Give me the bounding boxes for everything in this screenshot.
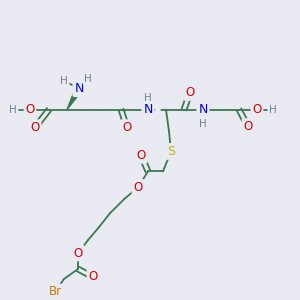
Text: S: S <box>167 145 175 158</box>
Polygon shape <box>67 87 82 110</box>
Text: O: O <box>185 86 195 99</box>
Text: H: H <box>144 93 152 103</box>
Text: H: H <box>199 118 207 128</box>
Text: Br: Br <box>48 285 62 298</box>
Text: O: O <box>252 103 262 116</box>
Text: N: N <box>198 103 208 116</box>
Text: O: O <box>26 103 34 116</box>
Text: O: O <box>88 271 98 284</box>
Text: O: O <box>122 121 132 134</box>
Text: H: H <box>60 76 68 86</box>
Text: N: N <box>74 82 84 95</box>
Text: O: O <box>74 247 82 260</box>
Text: N: N <box>143 103 153 116</box>
Text: H: H <box>84 74 92 84</box>
Text: O: O <box>136 149 146 162</box>
Text: H: H <box>269 105 277 115</box>
Text: H: H <box>9 105 17 115</box>
Text: O: O <box>243 120 253 133</box>
Text: O: O <box>30 121 40 134</box>
Text: O: O <box>134 181 142 194</box>
